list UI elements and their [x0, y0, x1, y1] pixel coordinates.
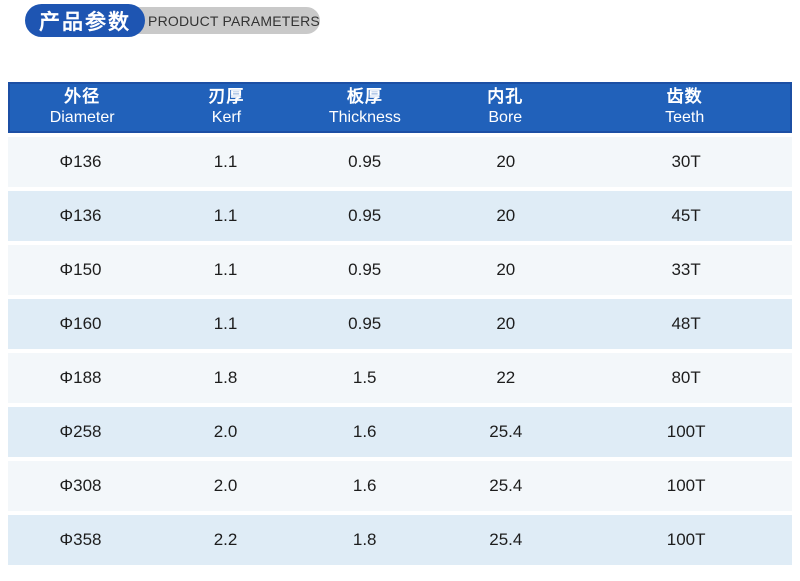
column-header-diameter: 外径 Diameter [10, 86, 154, 129]
column-header-en: Kerf [211, 109, 242, 127]
table-row: Φ136 1.1 0.95 20 30T [8, 137, 792, 187]
column-header-zh: 板厚 [346, 87, 383, 107]
column-header-zh: 刃厚 [208, 87, 245, 107]
column-header-en: Teeth [665, 109, 705, 127]
table-row: Φ358 2.2 1.8 25.4 100T [8, 515, 792, 565]
cell-bore: 25.4 [489, 476, 523, 495]
cell-kerf: 2.0 [213, 476, 238, 495]
table-row: Φ160 1.1 0.95 20 48T [8, 299, 792, 349]
cell-thickness: 0.95 [348, 314, 382, 333]
column-header-zh: 齿数 [666, 87, 703, 107]
cell-kerf: 1.1 [213, 152, 238, 171]
cell-kerf: 1.1 [213, 206, 238, 225]
cell-diameter: Φ136 [59, 152, 102, 171]
cell-thickness: 1.6 [352, 476, 377, 495]
cell-teeth: 33T [671, 260, 701, 279]
column-header-zh: 内孔 [487, 87, 524, 107]
column-header-en: Bore [488, 109, 523, 127]
cell-bore: 25.4 [489, 422, 523, 441]
cell-kerf: 1.8 [213, 368, 238, 387]
cell-teeth: 45T [671, 206, 701, 225]
cell-diameter: Φ358 [59, 530, 102, 549]
cell-teeth: 100T [666, 422, 706, 441]
cell-diameter: Φ258 [59, 422, 102, 441]
cell-thickness: 0.95 [348, 206, 382, 225]
cell-diameter: Φ188 [59, 368, 102, 387]
parameters-table: 外径 Diameter 刃厚 Kerf 板厚 Thickness 内孔 Bore… [8, 82, 792, 565]
cell-diameter: Φ160 [59, 314, 102, 333]
cell-teeth: 30T [671, 152, 701, 171]
cell-bore: 20 [496, 152, 516, 171]
column-header-teeth: 齿数 Teeth [579, 86, 790, 129]
table-row: Φ188 1.8 1.5 22 80T [8, 353, 792, 403]
cell-teeth: 100T [666, 476, 706, 495]
cell-kerf: 1.1 [213, 314, 238, 333]
cell-thickness: 1.6 [352, 422, 377, 441]
cell-kerf: 2.0 [213, 422, 238, 441]
cell-thickness: 0.95 [348, 260, 382, 279]
cell-bore: 22 [496, 368, 516, 387]
table-row: Φ136 1.1 0.95 20 45T [8, 191, 792, 241]
column-header-en: Thickness [328, 109, 401, 127]
cell-diameter: Φ308 [59, 476, 102, 495]
cell-kerf: 2.2 [213, 530, 238, 549]
cell-thickness: 1.5 [352, 368, 377, 387]
table-row: Φ258 2.0 1.6 25.4 100T [8, 407, 792, 457]
cell-bore: 20 [496, 206, 516, 225]
table-row: Φ308 2.0 1.6 25.4 100T [8, 461, 792, 511]
title-bar: PRODUCT PARAMETERS 产品参数 [25, 4, 345, 38]
cell-bore: 25.4 [489, 530, 523, 549]
table-row: Φ150 1.1 0.95 20 33T [8, 245, 792, 295]
cell-diameter: Φ136 [59, 206, 102, 225]
page-title: 产品参数 [39, 10, 131, 34]
cell-diameter: Φ150 [59, 260, 102, 279]
title-pill: 产品参数 [25, 4, 145, 37]
cell-thickness: 1.8 [352, 530, 377, 549]
cell-teeth: 48T [671, 314, 701, 333]
column-header-kerf: 刃厚 Kerf [154, 86, 298, 129]
column-header-en: Diameter [49, 109, 115, 127]
cell-teeth: 100T [666, 530, 706, 549]
cell-kerf: 1.1 [213, 260, 238, 279]
table-header-row: 外径 Diameter 刃厚 Kerf 板厚 Thickness 内孔 Bore… [8, 82, 792, 133]
subtitle-text: PRODUCT PARAMETERS [148, 12, 320, 29]
column-header-bore: 内孔 Bore [431, 86, 579, 129]
cell-thickness: 0.95 [348, 152, 382, 171]
cell-teeth: 80T [671, 368, 701, 387]
cell-bore: 20 [496, 314, 516, 333]
cell-bore: 20 [496, 260, 516, 279]
column-header-thickness: 板厚 Thickness [299, 86, 432, 129]
column-header-zh: 外径 [64, 87, 101, 107]
